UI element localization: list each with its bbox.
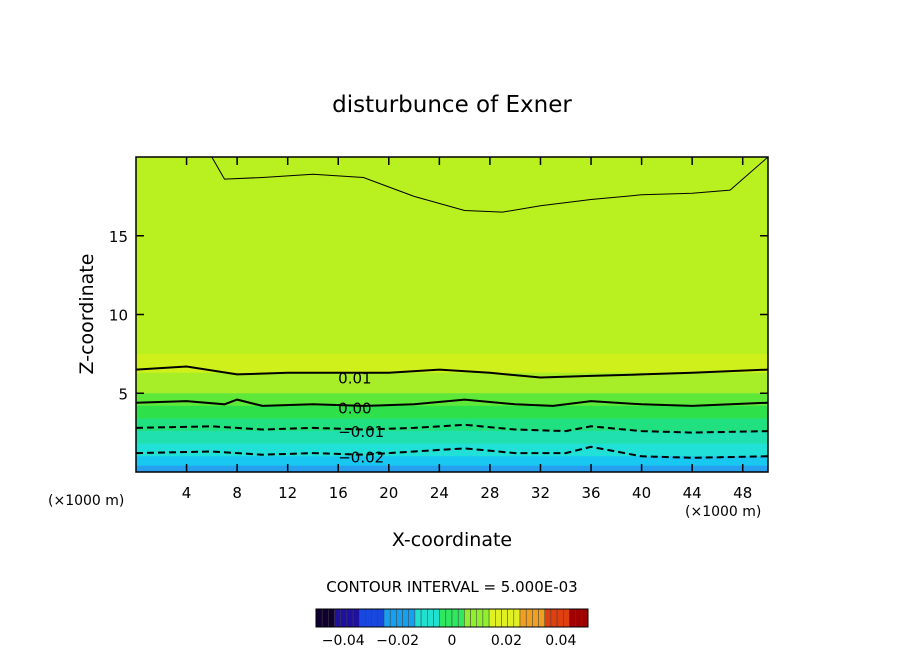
colorbar-cell-18 bbox=[427, 608, 434, 628]
x-unit-left: (×1000 m) bbox=[48, 493, 124, 509]
colorbar-cell-21 bbox=[445, 608, 453, 628]
colorbar-cell-34 bbox=[525, 608, 533, 628]
contour-line-1 bbox=[136, 365, 768, 379]
contour-label-2: −0.01 bbox=[338, 423, 384, 441]
colorbar-cell-23 bbox=[457, 608, 465, 628]
colorbar-cell-11 bbox=[383, 608, 391, 628]
colorbar-cell-39 bbox=[556, 608, 564, 628]
x-tick-label-3: 16 bbox=[329, 484, 348, 502]
colorbar-cell-31 bbox=[507, 608, 515, 628]
contour-labels: 0.01 0.00 −0.01 −0.02 bbox=[338, 370, 384, 467]
x-axis: 4 8 12 16 20 24 28 32 36 40 44 48 bbox=[182, 157, 752, 502]
colorbar-tick-label-2: 0 bbox=[448, 633, 457, 649]
colorbar-cell-36 bbox=[538, 608, 545, 628]
colorbar-cell-28 bbox=[488, 608, 496, 628]
x-tick-label-1: 8 bbox=[232, 484, 242, 502]
contour-interval-text: CONTOUR INTERVAL = 5.000E-03 bbox=[326, 578, 577, 596]
colorbar-cell-10 bbox=[377, 608, 385, 628]
colorbar-tick-label-3: 0.02 bbox=[491, 633, 522, 649]
colorbar-cell-6 bbox=[352, 608, 360, 628]
colorbar-cell-38 bbox=[550, 608, 558, 628]
colorbar-cell-19 bbox=[433, 608, 440, 628]
x-tick-label-0: 4 bbox=[182, 484, 192, 502]
x-tick-label-4: 20 bbox=[379, 484, 398, 502]
y-tick-label-2: 15 bbox=[109, 228, 128, 246]
colorbar-cell-37 bbox=[544, 608, 552, 628]
colorbar-cell-0 bbox=[315, 608, 323, 628]
colorbar-cell-33 bbox=[519, 608, 527, 628]
colorbar-cell-3 bbox=[334, 608, 341, 628]
colorbar-cell-1 bbox=[321, 608, 329, 628]
colorbar-cell-4 bbox=[340, 608, 348, 628]
x-tick-label-5: 24 bbox=[430, 484, 449, 502]
x-tick-label-9: 40 bbox=[632, 484, 651, 502]
contour-label-1: 0.00 bbox=[338, 399, 371, 417]
contour-line-4 bbox=[136, 445, 768, 459]
colorbar-cell-43 bbox=[581, 608, 589, 628]
colorbar-tick-label-4: 0.04 bbox=[545, 633, 576, 649]
colorbar-cell-15 bbox=[408, 608, 416, 628]
x-tick-label-10: 44 bbox=[683, 484, 702, 502]
colorbar bbox=[315, 608, 589, 628]
plot-area bbox=[136, 157, 768, 472]
y-tick-label-1: 10 bbox=[109, 307, 128, 325]
y-axis: 5 10 15 bbox=[109, 228, 768, 403]
colorbar-frame bbox=[315, 608, 589, 628]
colorbar-cell-41 bbox=[569, 608, 576, 628]
colorbar-cell-17 bbox=[420, 608, 428, 628]
colorbar-cell-35 bbox=[532, 608, 539, 628]
contour-line-0 bbox=[211, 157, 768, 213]
x-tick-label-6: 28 bbox=[480, 484, 499, 502]
contour-label-3: −0.02 bbox=[338, 448, 384, 466]
colorbar-cell-27 bbox=[482, 608, 490, 628]
x-tick-label-11: 48 bbox=[733, 484, 752, 502]
colorbar-tick-labels: −0.04 −0.02 0 0.02 0.04 bbox=[322, 633, 577, 649]
x-unit-right: (×1000 m) bbox=[685, 504, 761, 520]
y-tick-label-0: 5 bbox=[118, 385, 128, 403]
x-axis-label: X-coordinate bbox=[392, 529, 512, 551]
colorbar-cell-32 bbox=[513, 608, 521, 628]
colorbar-cell-20 bbox=[439, 608, 447, 628]
colorbar-cell-12 bbox=[389, 608, 397, 628]
contour-label-0: 0.01 bbox=[338, 370, 371, 388]
colorbar-cell-8 bbox=[365, 608, 372, 628]
contour-line-3 bbox=[136, 423, 768, 434]
colorbar-cell-24 bbox=[464, 608, 471, 628]
colorbar-cell-2 bbox=[328, 608, 335, 628]
colorbar-cell-29 bbox=[495, 608, 502, 628]
colorbar-cell-30 bbox=[501, 608, 508, 628]
colorbar-tick-label-0: −0.04 bbox=[322, 633, 365, 649]
contour-line-2 bbox=[136, 398, 768, 407]
chart-title: disturbunce of Exner bbox=[332, 92, 572, 118]
colorbar-cell-42 bbox=[575, 608, 583, 628]
colorbar-cell-25 bbox=[470, 608, 477, 628]
colorbar-cell-9 bbox=[371, 608, 379, 628]
contour-band-9 bbox=[136, 465, 768, 472]
colorbar-cell-14 bbox=[402, 608, 409, 628]
colorbar-cell-5 bbox=[346, 608, 354, 628]
colorbar-tick-label-1: −0.02 bbox=[376, 633, 419, 649]
colorbar-cell-26 bbox=[476, 608, 484, 628]
colorbar-cell-13 bbox=[396, 608, 403, 628]
colorbar-cell-7 bbox=[359, 608, 366, 628]
y-axis-label: Z-coordinate bbox=[76, 254, 98, 375]
x-tick-label-8: 36 bbox=[581, 484, 600, 502]
colorbar-cell-16 bbox=[414, 608, 422, 628]
colorbar-cell-22 bbox=[451, 608, 459, 628]
x-tick-label-7: 32 bbox=[531, 484, 550, 502]
x-tick-label-2: 12 bbox=[278, 484, 297, 502]
colorbar-cell-40 bbox=[563, 608, 570, 628]
